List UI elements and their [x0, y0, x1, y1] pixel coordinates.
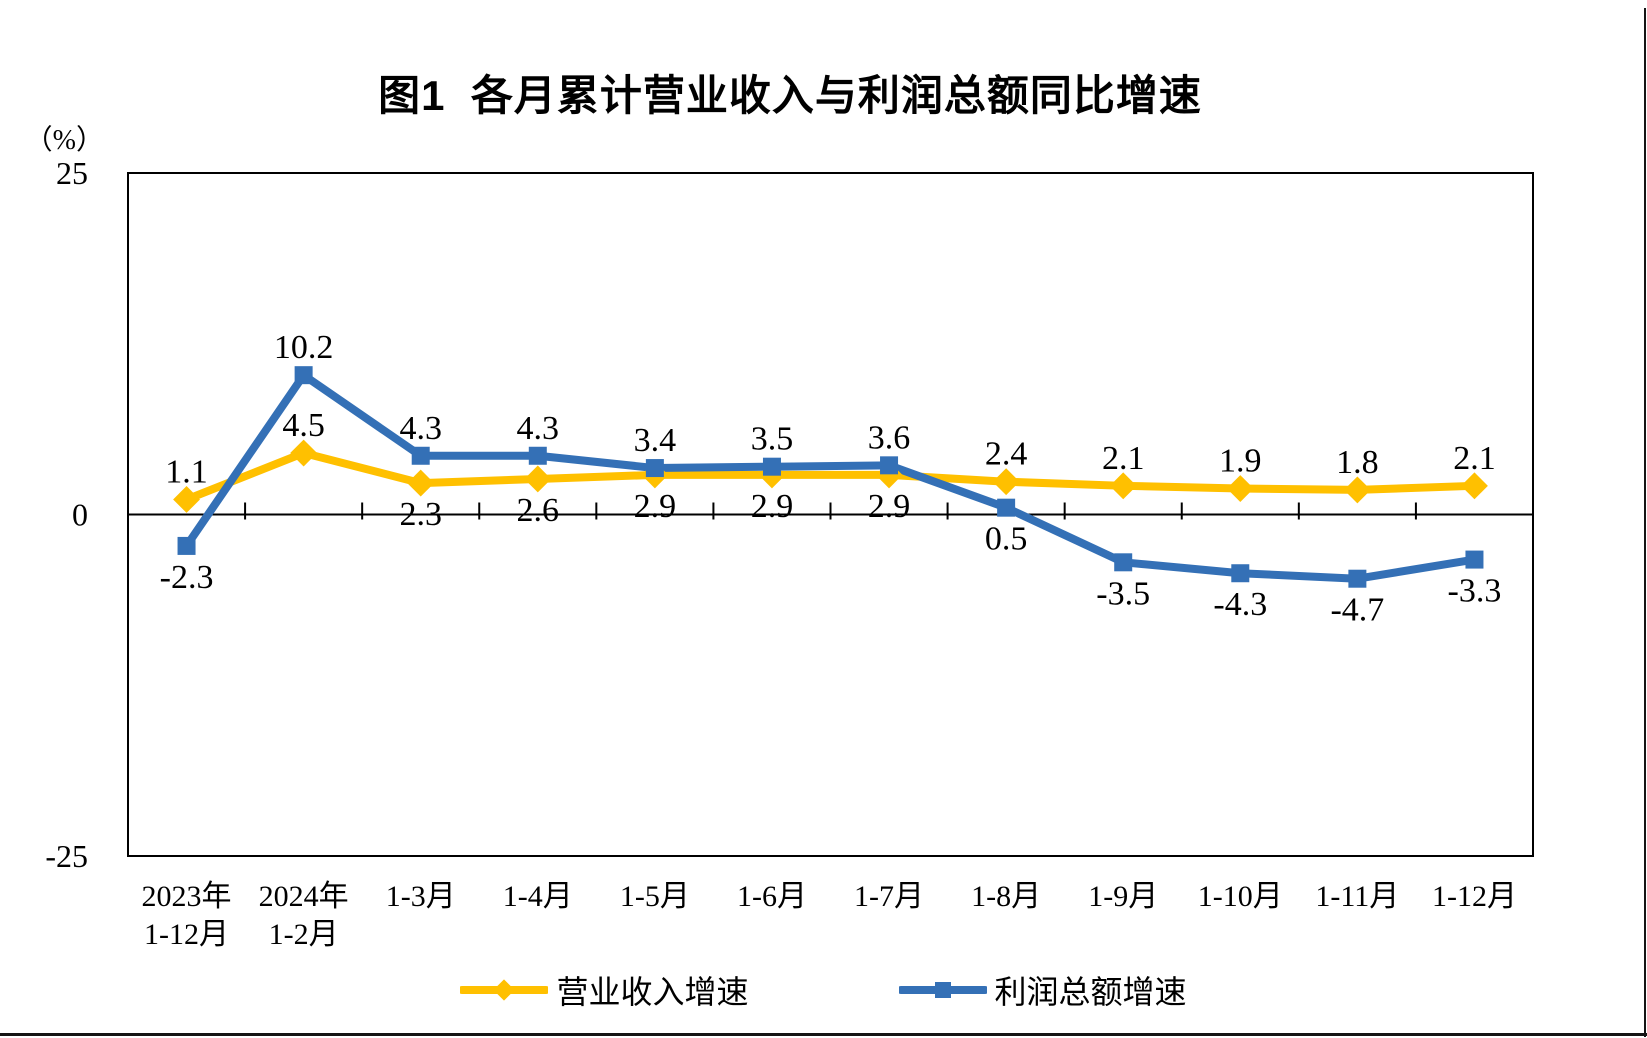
- svg-text:2.1: 2.1: [1453, 440, 1496, 477]
- svg-text:1-5月: 1-5月: [620, 880, 690, 913]
- svg-text:2.9: 2.9: [634, 488, 677, 525]
- svg-text:1-12月: 1-12月: [144, 918, 229, 951]
- svg-text:2.3: 2.3: [399, 496, 442, 533]
- svg-text:-4.7: -4.7: [1330, 592, 1384, 629]
- svg-text:1-11月: 1-11月: [1315, 880, 1399, 913]
- legend-label-revenue-growth: 营业收入增速: [556, 974, 749, 1010]
- svg-text:2023年: 2023年: [142, 880, 232, 913]
- svg-text:0: 0: [72, 497, 88, 533]
- image-bottom-border: [0, 1033, 1647, 1036]
- svg-text:25: 25: [56, 155, 88, 191]
- svg-text:-25: -25: [45, 838, 88, 874]
- svg-text:1-3月: 1-3月: [386, 880, 456, 913]
- svg-text:2.1: 2.1: [1102, 440, 1145, 477]
- legend-item-revenue-growth: 营业收入增速: [460, 967, 749, 1013]
- svg-text:1-6月: 1-6月: [737, 880, 807, 913]
- svg-text:1-10月: 1-10月: [1198, 880, 1283, 913]
- image-right-border: [1644, 8, 1646, 1037]
- chart-legend: 营业收入增速 利润总额增速: [0, 964, 1647, 1016]
- svg-text:1.9: 1.9: [1219, 443, 1262, 480]
- svg-text:2024年: 2024年: [259, 880, 349, 913]
- svg-text:1-8月: 1-8月: [971, 880, 1041, 913]
- svg-text:0.5: 0.5: [985, 521, 1028, 558]
- chart-title: 图1 各月累计营业收入与利润总额同比增速: [378, 72, 1202, 119]
- svg-text:-3.3: -3.3: [1448, 573, 1502, 610]
- legend-swatch-diamond-icon: [460, 979, 549, 1001]
- svg-text:-4.3: -4.3: [1213, 586, 1267, 623]
- svg-text:3.4: 3.4: [634, 422, 677, 459]
- svg-text:2.9: 2.9: [868, 488, 911, 525]
- svg-text:1-4月: 1-4月: [503, 880, 573, 913]
- svg-text:2.4: 2.4: [985, 436, 1028, 473]
- svg-text:3.5: 3.5: [751, 421, 794, 458]
- svg-text:1-7月: 1-7月: [854, 880, 924, 913]
- svg-text:3.6: 3.6: [868, 419, 911, 456]
- svg-text:1-9月: 1-9月: [1088, 880, 1158, 913]
- legend-swatch-square-icon: [898, 982, 987, 998]
- svg-text:10.2: 10.2: [274, 329, 334, 366]
- legend-item-profit-growth: 利润总额增速: [898, 967, 1187, 1013]
- svg-text:-3.5: -3.5: [1096, 575, 1150, 612]
- svg-text:4.3: 4.3: [399, 410, 442, 447]
- svg-text:2.9: 2.9: [751, 488, 794, 525]
- svg-text:1-2月: 1-2月: [269, 918, 339, 951]
- y-axis-unit-label: （%）: [24, 125, 104, 156]
- svg-text:4.3: 4.3: [517, 410, 560, 447]
- svg-text:4.5: 4.5: [282, 407, 325, 444]
- svg-text:1-12月: 1-12月: [1432, 880, 1517, 913]
- svg-text:1.1: 1.1: [165, 453, 208, 490]
- svg-text:2.6: 2.6: [517, 492, 560, 529]
- svg-text:1.8: 1.8: [1336, 444, 1379, 481]
- svg-text:-2.3: -2.3: [160, 559, 214, 596]
- legend-label-profit-growth: 利润总额增速: [994, 974, 1187, 1010]
